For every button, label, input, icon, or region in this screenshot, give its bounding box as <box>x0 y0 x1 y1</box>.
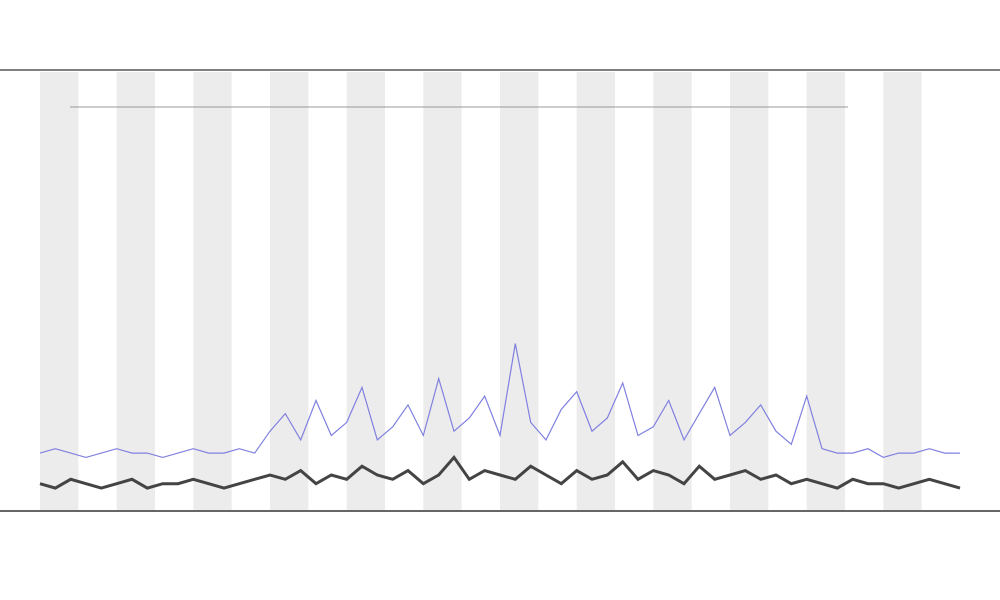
shaded-band <box>500 72 539 510</box>
shaded-band <box>40 72 79 510</box>
shaded-band <box>423 72 462 510</box>
shaded-band <box>653 72 692 510</box>
shaded-band <box>193 72 232 510</box>
shaded-band <box>116 72 155 510</box>
series-line <box>39 454 961 490</box>
shaded-band <box>806 72 845 510</box>
series-line <box>39 343 960 459</box>
plot <box>39 72 961 510</box>
shaded-band <box>346 72 385 510</box>
shaded-band <box>576 72 615 510</box>
shaded-band <box>730 72 769 510</box>
shaded-band <box>883 72 922 510</box>
shaded-band <box>270 72 309 510</box>
